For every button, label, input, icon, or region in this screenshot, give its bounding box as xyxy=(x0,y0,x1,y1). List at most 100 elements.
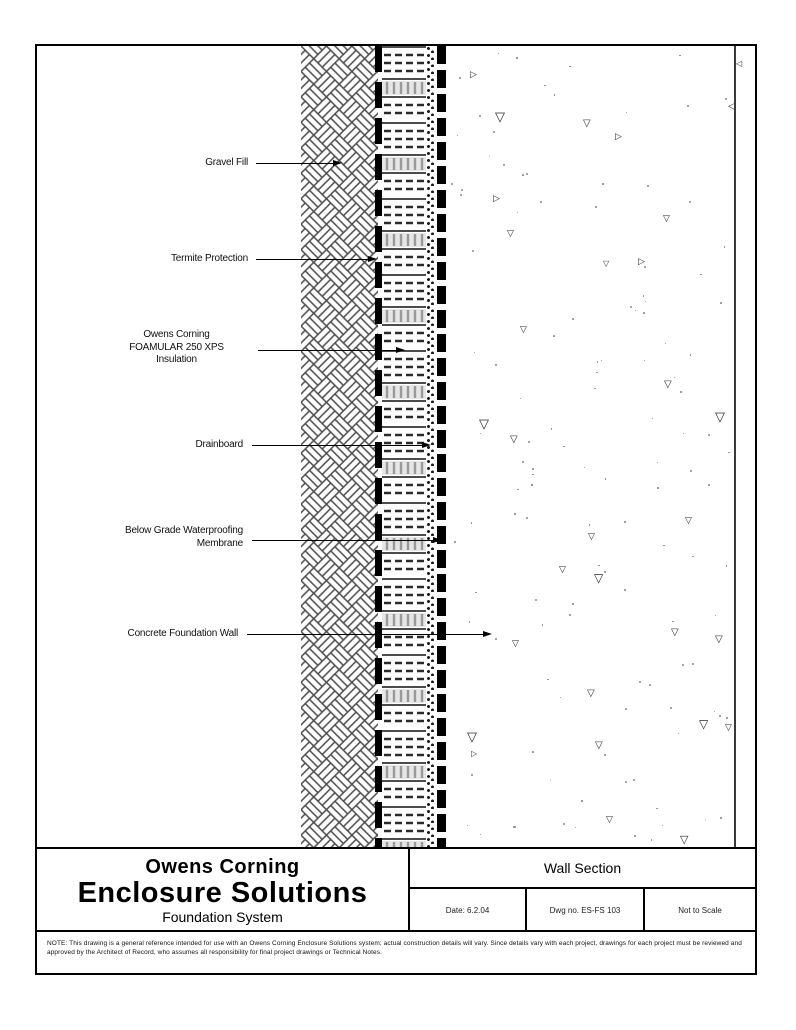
scale-cell: Not to Scale xyxy=(678,906,722,915)
annotation-gravel-fill-leader-line xyxy=(256,163,333,164)
concrete-stipple-dot xyxy=(572,318,574,321)
concrete-stipple-dot xyxy=(714,614,717,617)
concrete-stipple-dot xyxy=(679,54,681,57)
annotation-waterproofing-label: Below Grade Waterproofing Membrane xyxy=(124,525,243,549)
concrete-stipple-dot xyxy=(661,824,664,827)
concrete-stipple-dot xyxy=(630,305,633,308)
concrete-stipple-dot xyxy=(598,564,600,566)
concrete-stipple-dot xyxy=(475,591,477,594)
concrete-stipple-dot xyxy=(479,115,482,118)
aggregate-triangle-icon: ▽ xyxy=(594,571,604,585)
concrete-stipple-dot xyxy=(553,94,556,96)
system-name: Foundation System xyxy=(162,908,283,925)
concrete-stipple-dot xyxy=(569,65,571,68)
concrete-stipple-dot xyxy=(553,335,555,338)
annotation-termite-protection-arrowhead-icon xyxy=(368,256,377,262)
concrete-stipple-dot xyxy=(594,388,596,390)
concrete-stipple-dot xyxy=(495,637,498,640)
concrete-stipple-dot xyxy=(563,822,566,825)
termite-protection-line xyxy=(375,46,382,847)
aggregate-triangle-icon: ▽ xyxy=(715,409,725,424)
concrete-stipple-dot xyxy=(454,540,456,543)
aggregate-triangle-icon: ▽ xyxy=(595,740,603,751)
concrete-stipple-dot xyxy=(726,565,728,567)
concrete-stipple-dot xyxy=(531,484,533,486)
company-name: Owens Corning xyxy=(145,855,300,878)
wall-interior-face-line xyxy=(734,46,736,847)
concrete-stipple-dot xyxy=(516,57,518,59)
concrete-stipple-dot xyxy=(642,312,645,315)
concrete-stipple-dot xyxy=(569,613,572,616)
concrete-stipple-dot xyxy=(656,461,658,464)
concrete-stipple-dot xyxy=(669,707,672,710)
concrete-stipple-dot xyxy=(497,52,500,55)
concrete-stipple-dot xyxy=(456,135,458,137)
aggregate-triangle-icon: ▽ xyxy=(664,379,672,390)
concrete-stipple-dot xyxy=(517,488,519,491)
concrete-stipple-dot xyxy=(479,432,482,435)
concrete-stipple-dot xyxy=(522,460,524,463)
aggregate-triangle-icon: ▽ xyxy=(520,324,527,334)
concrete-stipple-dot xyxy=(652,417,654,420)
concrete-stipple-dot xyxy=(531,468,534,470)
concrete-stipple-dot xyxy=(563,445,565,447)
aggregate-triangle-icon: ▷ xyxy=(638,256,645,266)
concrete-stipple-dot xyxy=(647,185,650,188)
concrete-stipple-dot xyxy=(488,155,491,158)
title-block-info-row: Date: 6.2.04 Dwg no. ES-FS 103 Not to Sc… xyxy=(410,889,755,932)
concrete-stipple-dot xyxy=(625,111,628,114)
concrete-stipple-dot xyxy=(472,249,475,252)
drawing-number-cell: Dwg no. ES-FS 103 xyxy=(527,889,645,932)
aggregate-triangle-icon: ▽ xyxy=(559,564,566,574)
annotation-insulation-leader-line xyxy=(258,350,396,351)
aggregate-triangle-icon: ▷ xyxy=(470,69,477,79)
annotation-waterproofing-leader-line xyxy=(252,540,433,541)
annotation-gravel-fill-arrowhead-icon xyxy=(333,160,342,166)
annotation-concrete-wall-label: Concrete Foundation Wall xyxy=(127,628,239,639)
concrete-stipple-dot xyxy=(525,517,529,520)
annotation-drainboard-arrowhead-icon xyxy=(422,442,431,448)
aggregate-triangle-icon: ▷ xyxy=(471,749,478,758)
concrete-stipple-dot xyxy=(707,433,711,436)
aggregate-triangle-icon: ▷ xyxy=(615,131,622,141)
concrete-stipple-dot xyxy=(604,571,607,574)
concrete-stipple-dot xyxy=(700,273,702,276)
aggregate-triangle-icon: ▽ xyxy=(510,434,518,445)
concrete-stipple-dot xyxy=(513,826,516,829)
annotation-concrete-wall-arrowhead-icon xyxy=(483,631,492,637)
annotation-concrete-wall-leader-line xyxy=(247,634,483,635)
concrete-stipple-dot xyxy=(605,478,607,480)
concrete-stipple-dot xyxy=(644,359,646,362)
concrete-stipple-dot xyxy=(514,513,516,515)
concrete-stipple-dot xyxy=(470,522,473,524)
concrete-stipple-dot xyxy=(468,621,471,623)
concrete-stipple-dot xyxy=(516,212,519,214)
concrete-stipple-dot xyxy=(479,833,481,835)
concrete-stipple-dot xyxy=(458,76,461,79)
concrete-stipple-dot xyxy=(544,84,547,87)
concrete-stipple-dot xyxy=(707,484,710,487)
aggregate-triangle-icon: ▽ xyxy=(512,638,519,648)
concrete-stipple-dot xyxy=(450,182,453,185)
concrete-stipple-dot xyxy=(602,183,604,185)
aggregate-triangle-icon: ▽ xyxy=(725,722,732,732)
concrete-stipple-dot xyxy=(643,265,646,268)
title-block-right-section: Wall Section Date: 6.2.04 Dwg no. ES-FS … xyxy=(410,849,755,932)
xps-insulation-hatch xyxy=(382,46,426,847)
concrete-stipple-dot xyxy=(682,432,685,434)
concrete-stipple-dot xyxy=(595,206,598,209)
aggregate-triangle-icon: ▽ xyxy=(715,634,723,645)
aggregate-triangle-icon: ▽ xyxy=(467,729,477,744)
concrete-stipple-dot xyxy=(624,780,627,783)
concrete-stipple-dot xyxy=(673,376,676,379)
concrete-stipple-dot xyxy=(624,521,626,524)
annotation-drainboard-leader-line xyxy=(252,445,422,446)
aggregate-triangle-icon: ▽ xyxy=(671,627,679,638)
gravel-fill-hatch xyxy=(301,46,378,847)
concrete-stipple-dot xyxy=(680,390,683,393)
concrete-stipple-dot xyxy=(596,361,599,363)
concrete-stipple-dot xyxy=(720,301,722,304)
aggregate-triangle-icon: ▽ xyxy=(699,717,709,731)
concrete-stipple-dot xyxy=(718,714,721,717)
